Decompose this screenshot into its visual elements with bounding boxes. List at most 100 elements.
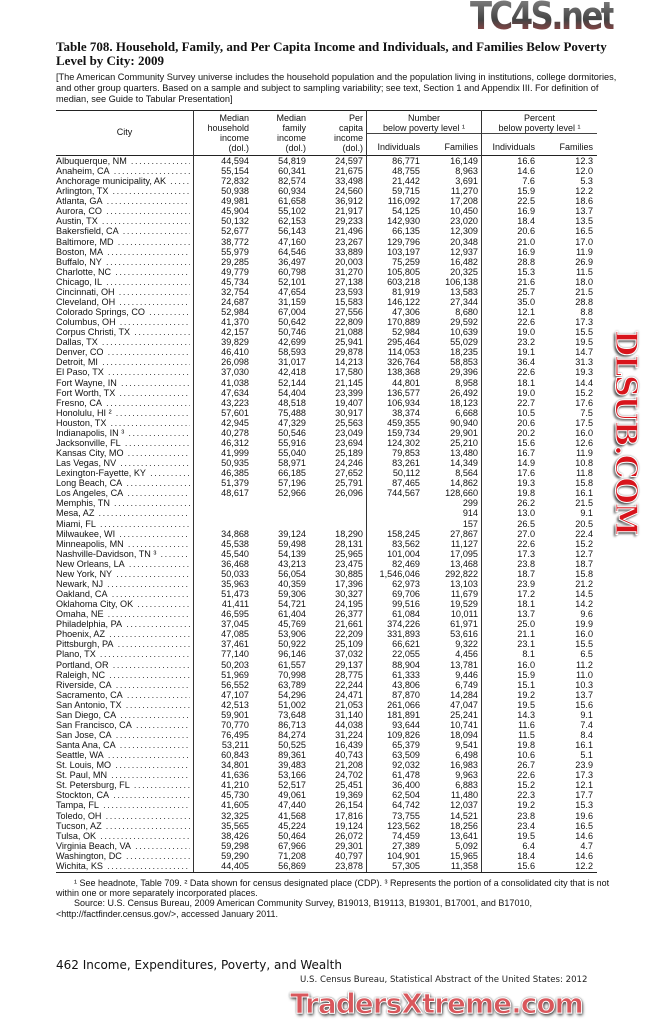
table-row: Indianapolis, IN ³ .....................… [56, 428, 597, 438]
individuals-below-poverty: 170,889 [387, 317, 420, 328]
families-below-poverty: 14,349 [450, 458, 478, 469]
percent-families-below-poverty: 11.8 [575, 468, 593, 479]
families-below-poverty: 12,309 [450, 226, 478, 237]
median-household-income: 51,379 [221, 478, 249, 489]
dot-leader: ........................................ [107, 750, 190, 761]
individuals-below-poverty: 92,032 [392, 760, 420, 771]
per-capita-income: 23,475 [335, 558, 363, 569]
families-below-poverty: 9,322 [455, 639, 478, 650]
dot-leader: ........................................ [116, 568, 190, 579]
table-row: Fort Worth, TX .........................… [56, 388, 597, 398]
table-row: Virginia Beach, VA .....................… [56, 841, 597, 851]
percent-individuals-below-poverty: 25.0 [517, 619, 535, 630]
per-capita-income: 23,267 [335, 236, 363, 247]
city-cell: Milwaukee, WI ..........................… [56, 529, 190, 539]
families-below-poverty: 13,781 [450, 659, 478, 670]
individuals-below-poverty: 38,374 [392, 407, 420, 418]
percent-families-below-poverty: 15.8 [575, 478, 593, 489]
per-capita-income: 25,965 [335, 548, 363, 559]
individuals-below-poverty: 87,465 [392, 478, 420, 489]
table-row: Lexington-Fayette, KY ..................… [56, 468, 597, 478]
individuals-below-poverty: 124,302 [387, 437, 420, 448]
city-name: Charlotte, NC [56, 266, 112, 277]
table-row: Detroit, MI ............................… [56, 357, 597, 367]
percent-families-below-poverty: 10.3 [575, 679, 593, 690]
individuals-below-poverty: 44,801 [392, 377, 420, 388]
percent-families-below-poverty: 8.8 [580, 307, 593, 318]
per-capita-income: 31,140 [335, 709, 363, 720]
percent-individuals-below-poverty: 21.0 [517, 236, 535, 247]
individuals-below-poverty: 36,400 [392, 780, 420, 791]
city-name: Atlanta, GA [56, 196, 103, 207]
percent-individuals-below-poverty: 23.2 [517, 337, 535, 348]
city-name: Buffalo, NY [56, 256, 102, 267]
individuals-below-poverty: 65,379 [392, 740, 420, 751]
dot-leader: ........................................ [128, 558, 190, 569]
median-family-income: 50,546 [278, 427, 306, 438]
percent-individuals-below-poverty: 10.5 [517, 407, 535, 418]
median-family-income: 47,440 [278, 800, 306, 811]
percent-individuals-below-poverty: 20.2 [517, 427, 535, 438]
median-family-income: 62,153 [278, 216, 306, 227]
percent-individuals-below-poverty: 18.7 [517, 568, 535, 579]
per-capita-income: 19,407 [335, 397, 363, 408]
header-number-individuals: Individuals [377, 142, 420, 152]
dot-leader: ........................................ [125, 699, 190, 710]
city-cell: Columbus, OH ...........................… [56, 317, 190, 327]
median-household-income: 50,033 [221, 568, 249, 579]
families-below-poverty: 13,468 [450, 558, 478, 569]
city-cell: Portland, OR ...........................… [56, 660, 190, 670]
families-below-poverty: 11,127 [450, 538, 478, 549]
per-capita-income: 40,797 [335, 850, 363, 861]
individuals-below-poverty: 62,504 [392, 790, 420, 801]
city-name: Cincinnati, OH [56, 286, 115, 297]
city-cell: Honolulu, HI ² .........................… [56, 408, 190, 418]
individuals-below-poverty: 50,112 [392, 468, 420, 479]
median-household-income: 45,904 [221, 206, 249, 217]
city-name: Phoenix, AZ [56, 629, 106, 640]
percent-families-below-poverty: 9.6 [580, 609, 593, 620]
individuals-below-poverty: 88,904 [392, 659, 420, 670]
city-cell: Minneapolis, MN ........................… [56, 539, 190, 549]
median-family-income: 50,922 [278, 639, 306, 650]
percent-individuals-below-poverty: 15.6 [517, 437, 535, 448]
header-line: income [333, 133, 363, 143]
percent-individuals-below-poverty: 17.2 [517, 589, 535, 599]
city-name: Minneapolis, MN [56, 538, 124, 549]
percent-individuals-below-poverty: 22.6 [517, 538, 535, 549]
individuals-below-poverty: 109,826 [387, 729, 420, 740]
median-family-income: 48,518 [278, 397, 306, 408]
table-row: Boston, MA .............................… [56, 247, 597, 257]
median-household-income: 26,098 [221, 357, 249, 368]
table-row: New Orleans, LA ........................… [56, 559, 597, 569]
percent-families-below-poverty: 17.0 [575, 236, 593, 247]
dot-leader: ........................................ [120, 458, 190, 469]
dot-leader: ........................................ [160, 548, 190, 559]
percent-families-below-poverty: 17.7 [575, 790, 593, 801]
city-name: Stockton, CA [56, 790, 110, 801]
families-below-poverty: 5,092 [455, 840, 478, 851]
median-household-income: 53,211 [221, 740, 249, 751]
percent-individuals-below-poverty: 18.1 [517, 377, 535, 388]
table-row: San Jose, CA ...........................… [56, 730, 597, 740]
median-household-income: 41,605 [221, 800, 249, 811]
families-below-poverty: 8,680 [455, 307, 478, 318]
dot-leader: ........................................ [101, 216, 190, 227]
families-below-poverty: 53,616 [450, 629, 478, 640]
per-capita-income: 21,661 [335, 619, 363, 630]
median-family-income: 55,102 [278, 206, 306, 217]
table-row: Las Vegas, NV ..........................… [56, 458, 597, 468]
median-family-income: 52,101 [278, 276, 306, 287]
median-household-income: 60,843 [221, 750, 249, 761]
header-per-capita: Per capita income (dol.) [309, 113, 363, 153]
families-below-poverty: 8,958 [455, 377, 478, 388]
city-cell: St. Petersburg, FL .....................… [56, 780, 190, 790]
city-cell: Kansas City, MO ........................… [56, 448, 190, 458]
families-below-poverty: 6,883 [455, 780, 478, 791]
dot-leader: ........................................ [109, 669, 190, 680]
dot-leader: ........................................ [128, 427, 190, 438]
table-row: El Paso, TX ............................… [56, 367, 597, 377]
table-row: Baltimore, MD ..........................… [56, 237, 597, 247]
individuals-below-poverty: 83,562 [392, 538, 420, 549]
percent-individuals-below-poverty: 15.6 [517, 860, 535, 871]
